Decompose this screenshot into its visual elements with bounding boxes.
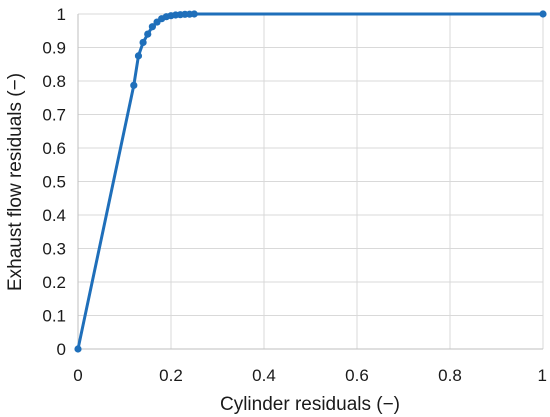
y-axis-title: Exhaust flow residuals (−) [5, 73, 26, 291]
x-axis-title: Cylinder residuals (−) [220, 394, 400, 415]
y-tick-label: 0.3 [42, 240, 66, 259]
data-point [148, 23, 156, 31]
axes [77, 14, 543, 350]
data-point [134, 52, 143, 60]
x-tick-label: 0 [73, 366, 82, 385]
y-tick-label: 0.2 [42, 273, 66, 292]
y-tick-label: 0.4 [42, 206, 66, 225]
gridlines [78, 13, 544, 349]
y-tick-label: 0.5 [42, 173, 66, 192]
y-tick-label: 0.9 [42, 39, 66, 58]
data-point [139, 38, 147, 47]
y-tick-label: 0.6 [42, 139, 66, 158]
y-tick-label: 1 [57, 5, 66, 24]
data-point [74, 345, 82, 353]
data-point [539, 10, 547, 18]
data-point [144, 30, 152, 38]
x-tick-label: 1 [538, 366, 547, 385]
y-tick-label: 0.7 [42, 106, 66, 125]
y-tick-labels: 0 0.1 0.2 0.3 0.4 0.5 0.6 0.7 0.8 0.9 1 [42, 5, 66, 359]
data-point [130, 81, 138, 89]
x-tick-label: 0.8 [438, 366, 462, 385]
x-tick-label: 0.2 [159, 366, 183, 385]
y-tick-label: 0.8 [42, 72, 66, 91]
x-tick-label: 0.6 [345, 366, 369, 385]
y-tick-label: 0.1 [42, 307, 66, 326]
x-tick-labels: 0 0.2 0.4 0.6 0.8 1 [73, 366, 547, 385]
y-tick-label: 0 [57, 340, 66, 359]
x-tick-label: 0.4 [252, 366, 276, 385]
series [74, 10, 547, 353]
data-point [190, 10, 198, 18]
